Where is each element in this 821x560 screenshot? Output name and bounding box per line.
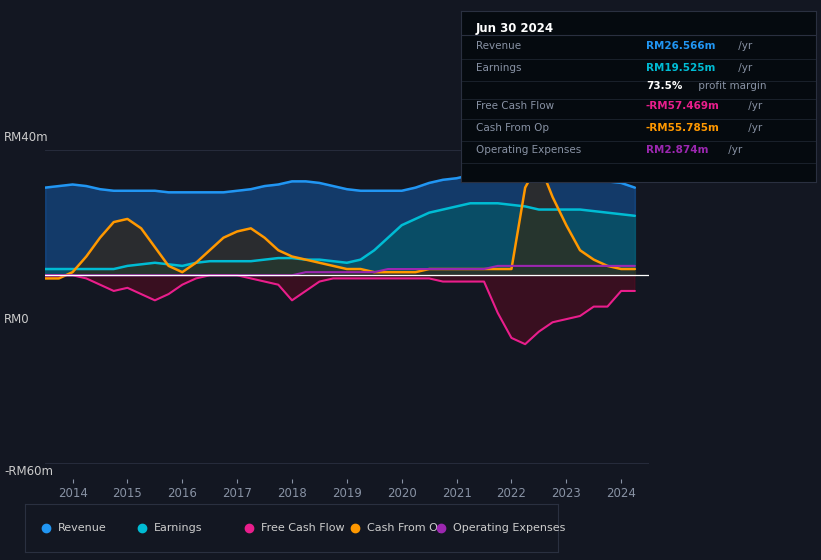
Text: RM0: RM0 (4, 312, 30, 326)
Text: -RM57.469m: -RM57.469m (646, 101, 720, 111)
Text: Free Cash Flow: Free Cash Flow (260, 523, 344, 533)
Text: /yr: /yr (745, 101, 763, 111)
Text: Operating Expenses: Operating Expenses (475, 146, 580, 156)
Text: -RM60m: -RM60m (4, 465, 53, 478)
Text: Earnings: Earnings (475, 63, 521, 73)
Text: Cash From Op: Cash From Op (367, 523, 445, 533)
Text: Free Cash Flow: Free Cash Flow (475, 101, 553, 111)
Text: /yr: /yr (736, 41, 753, 51)
Text: Jun 30 2024: Jun 30 2024 (475, 22, 553, 35)
Text: profit margin: profit margin (695, 81, 767, 91)
Text: RM2.874m: RM2.874m (646, 146, 709, 156)
Text: RM19.525m: RM19.525m (646, 63, 715, 73)
Text: /yr: /yr (745, 123, 763, 133)
Text: /yr: /yr (725, 146, 742, 156)
Text: -RM55.785m: -RM55.785m (646, 123, 720, 133)
Text: Revenue: Revenue (475, 41, 521, 51)
Text: Earnings: Earnings (154, 523, 202, 533)
Text: Revenue: Revenue (57, 523, 107, 533)
Text: RM26.566m: RM26.566m (646, 41, 715, 51)
Text: 73.5%: 73.5% (646, 81, 682, 91)
Text: Operating Expenses: Operating Expenses (452, 523, 565, 533)
Text: /yr: /yr (736, 63, 753, 73)
Text: Cash From Op: Cash From Op (475, 123, 548, 133)
Text: RM40m: RM40m (4, 130, 48, 144)
